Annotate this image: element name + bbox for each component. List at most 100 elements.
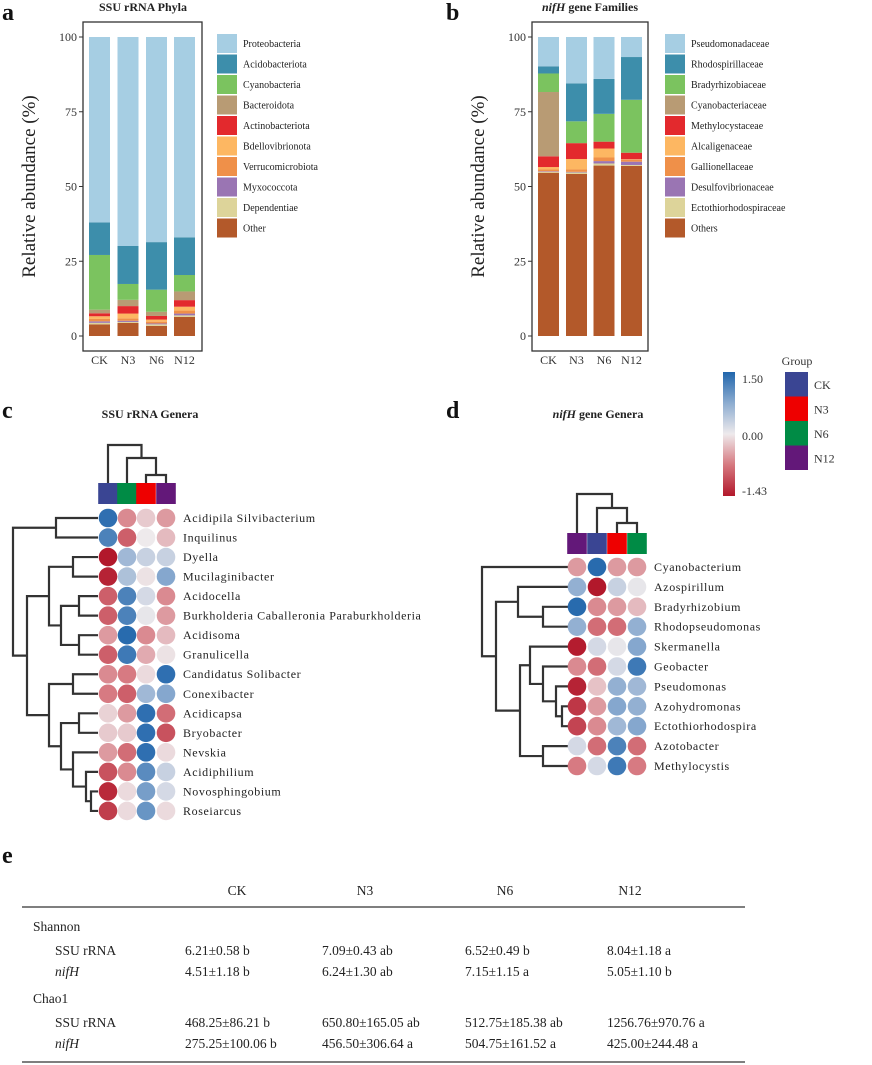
- bar-segment-N3-Desulfovibrionaceae: [566, 171, 587, 173]
- bar-segment-CK-Others: [538, 172, 559, 336]
- row-label: Conexibacter: [183, 687, 254, 701]
- heat-cell-Azospirillum-N3: [607, 577, 627, 597]
- heat-cell-Ectothiorhodospira-CK: [587, 716, 607, 736]
- heat-cell-Mucilaginibacter-N6: [117, 567, 137, 586]
- legend-swatch: [665, 95, 685, 115]
- heat-cell-Azohydromonas-N3: [607, 697, 627, 716]
- heat-cell-Methylocystis-N12: [567, 756, 587, 776]
- diversity-table: CK N3 N6 N12 Shannon SSU rRNA 6.21±0.58 b 7.09±…: [22, 883, 745, 1063]
- heat-cell-Novosphingobium-N12: [156, 782, 176, 801]
- x-tick-label: CK: [540, 353, 557, 367]
- bar-segment-CK-Verrucomicrobiota: [89, 318, 110, 322]
- bar-segment-N12-Dependentiae: [174, 315, 195, 317]
- heat-cell-Mucilaginibacter-CK: [98, 567, 118, 586]
- x-tick-label: N12: [621, 353, 642, 367]
- y-tick-label: 50: [514, 180, 526, 194]
- panel-label-c: c: [2, 398, 13, 424]
- bar-segment-CK-Other: [89, 324, 110, 336]
- group-label: CK: [814, 378, 831, 392]
- bar-segment-N3-Acidobacteriota: [117, 246, 139, 284]
- row-dendrogram-branch: [541, 605, 568, 628]
- x-tick-label: CK: [91, 353, 108, 367]
- table-row-label: SSU rRNA: [55, 1015, 116, 1030]
- heat-cell-Rhodopseudomonas-N12: [567, 617, 587, 636]
- row-dendrogram-branch: [71, 555, 98, 578]
- column-dendrogram-branch: [575, 492, 614, 533]
- y-tick-label: 50: [65, 180, 77, 194]
- table-cell: 275.25±100.06 b: [185, 1036, 277, 1051]
- heat-cell-Azospirillum-CK: [587, 577, 607, 597]
- heat-cell-Roseiarcus-CK: [98, 801, 118, 821]
- legend-label: Dependentiae: [243, 203, 299, 214]
- row-label: Acidocella: [183, 589, 241, 603]
- column-dendrogram-branch: [125, 456, 158, 483]
- column-dendrogram-branch: [144, 473, 168, 483]
- heat-cell-Acidocella-N6: [117, 586, 137, 606]
- table-cell: 7.09±0.43 ab: [322, 943, 393, 958]
- chart-b-title-italic: nifH: [542, 0, 566, 14]
- heat-cell-Candidatus_Solibacter-N6: [117, 664, 137, 684]
- chart-d-title-italic: nifH: [553, 407, 577, 421]
- row-label: Cyanobacterium: [654, 560, 742, 574]
- heat-cell-Rhodopseudomonas-CK: [587, 617, 607, 636]
- bar-segment-N12-Ectothiorhodospiraceae: [621, 164, 642, 166]
- bar-segment-N3-Ectothiorhodospiraceae: [566, 172, 587, 174]
- heat-cell-Pseudomonas-N3: [607, 677, 627, 696]
- group-label: N6: [814, 427, 829, 441]
- legend-label: Methylocystaceae: [691, 121, 764, 132]
- heat-cell-Inquilinus-N12: [156, 528, 176, 547]
- table-cell: 425.00±244.48 a: [607, 1036, 698, 1051]
- row-label: Skermanella: [654, 640, 721, 654]
- bar-segment-CK-Ectothiorhodospiraceae: [538, 171, 559, 173]
- legend-swatch: [217, 34, 237, 53]
- table-cell: 8.04±1.18 a: [607, 943, 671, 958]
- table-cell: 650.80±165.05 ab: [322, 1015, 420, 1030]
- legend-label: Bradyrhizobiaceae: [691, 80, 767, 91]
- chart-a-title: SSU rRNA Phyla: [99, 0, 187, 14]
- heat-cell-Candidatus_Solibacter-N12: [156, 664, 176, 684]
- heat-cell-Nevskia-N6: [117, 743, 137, 762]
- heat-cell-Acidicapsa-N3: [136, 704, 156, 723]
- table-cell: 1256.76±970.76 a: [607, 1015, 705, 1030]
- bar-segment-CK-Desulfovibrionaceae: [538, 171, 559, 172]
- heat-cell-Dyella-CK: [98, 547, 118, 567]
- panel-label-d: d: [446, 398, 460, 424]
- bar-segment-N3-Dependentiae: [117, 321, 139, 323]
- group-label: N3: [814, 403, 829, 417]
- bar-segment-N3-Alcaligenaceae: [566, 158, 587, 170]
- heat-cell-Cyanobacterium-CK: [587, 557, 607, 577]
- group-label: N12: [814, 452, 835, 466]
- bar-segment-CK-Myxococcota: [89, 321, 110, 323]
- heat-cell-Pseudomonas-N6: [627, 677, 647, 696]
- bar-segment-N12-Proteobacteria: [174, 37, 195, 238]
- bar-segment-N12-Alcaligenaceae: [621, 159, 642, 160]
- legend-label: Others: [691, 224, 718, 235]
- heat-cell-Nevskia-N12: [156, 743, 176, 762]
- heat-cell-Bryobacter-N3: [136, 723, 156, 743]
- heat-cell-Cyanobacterium-N6: [627, 557, 647, 577]
- bar-segment-N6-Methylocystaceae: [593, 141, 615, 149]
- heat-cell-Conexibacter-N6: [117, 684, 137, 704]
- heat-cell-Geobacter-N3: [607, 657, 627, 676]
- row-dendrogram-branch: [54, 516, 98, 539]
- y-tick-label: 100: [59, 30, 77, 44]
- bar-segment-N6-Others: [593, 165, 615, 336]
- row-label: Pseudomonas: [654, 679, 727, 693]
- legend-swatch: [665, 75, 685, 94]
- row-label: Acidipila Silvibacterium: [183, 511, 316, 525]
- chart-b: 0 25 50 75 100 Relative abundance (%) CK N3 N6 N1…: [468, 21, 786, 367]
- table-header-CK: CK: [228, 883, 247, 898]
- table-row-label: nifH: [55, 1036, 80, 1051]
- heat-cell-Bradyrhizobium-N12: [567, 597, 587, 617]
- heat-cell-Bryobacter-CK: [98, 723, 118, 743]
- row-label: Azotobacter: [654, 739, 719, 753]
- chart-d-title: nifH gene Genera: [553, 407, 644, 421]
- column-group-N3: [607, 533, 627, 554]
- x-tick-label: N12: [174, 353, 195, 367]
- heat-cell-Dyella-N3: [136, 547, 156, 567]
- bar-segment-N6-Cyanobacteria: [146, 289, 167, 312]
- heat-cell-Geobacter-CK: [587, 657, 607, 676]
- bar-segment-N6-Acidobacteriota: [146, 242, 167, 290]
- heat-cell-Acidocella-N3: [136, 586, 156, 606]
